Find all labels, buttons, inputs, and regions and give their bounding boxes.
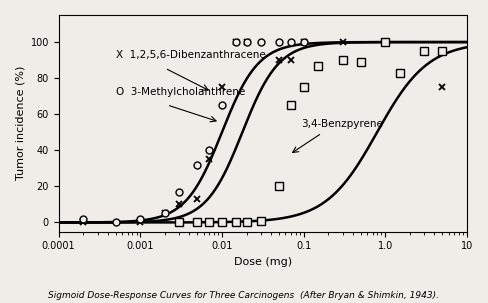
Text: O  3-Methylcholanthrene: O 3-Methylcholanthrene xyxy=(116,87,245,97)
X-axis label: Dose (mg): Dose (mg) xyxy=(234,257,292,267)
Text: X  1,2,5,6-Dibenzanthracene: X 1,2,5,6-Dibenzanthracene xyxy=(116,50,265,60)
Y-axis label: Tumor incidence (%): Tumor incidence (%) xyxy=(15,66,25,181)
Text: Sigmoid Dose-Response Curves for Three Carcinogens  (After Bryan & Shimkin, 1943: Sigmoid Dose-Response Curves for Three C… xyxy=(48,291,440,300)
Text: 3,4-Benzpyrene: 3,4-Benzpyrene xyxy=(302,118,384,128)
